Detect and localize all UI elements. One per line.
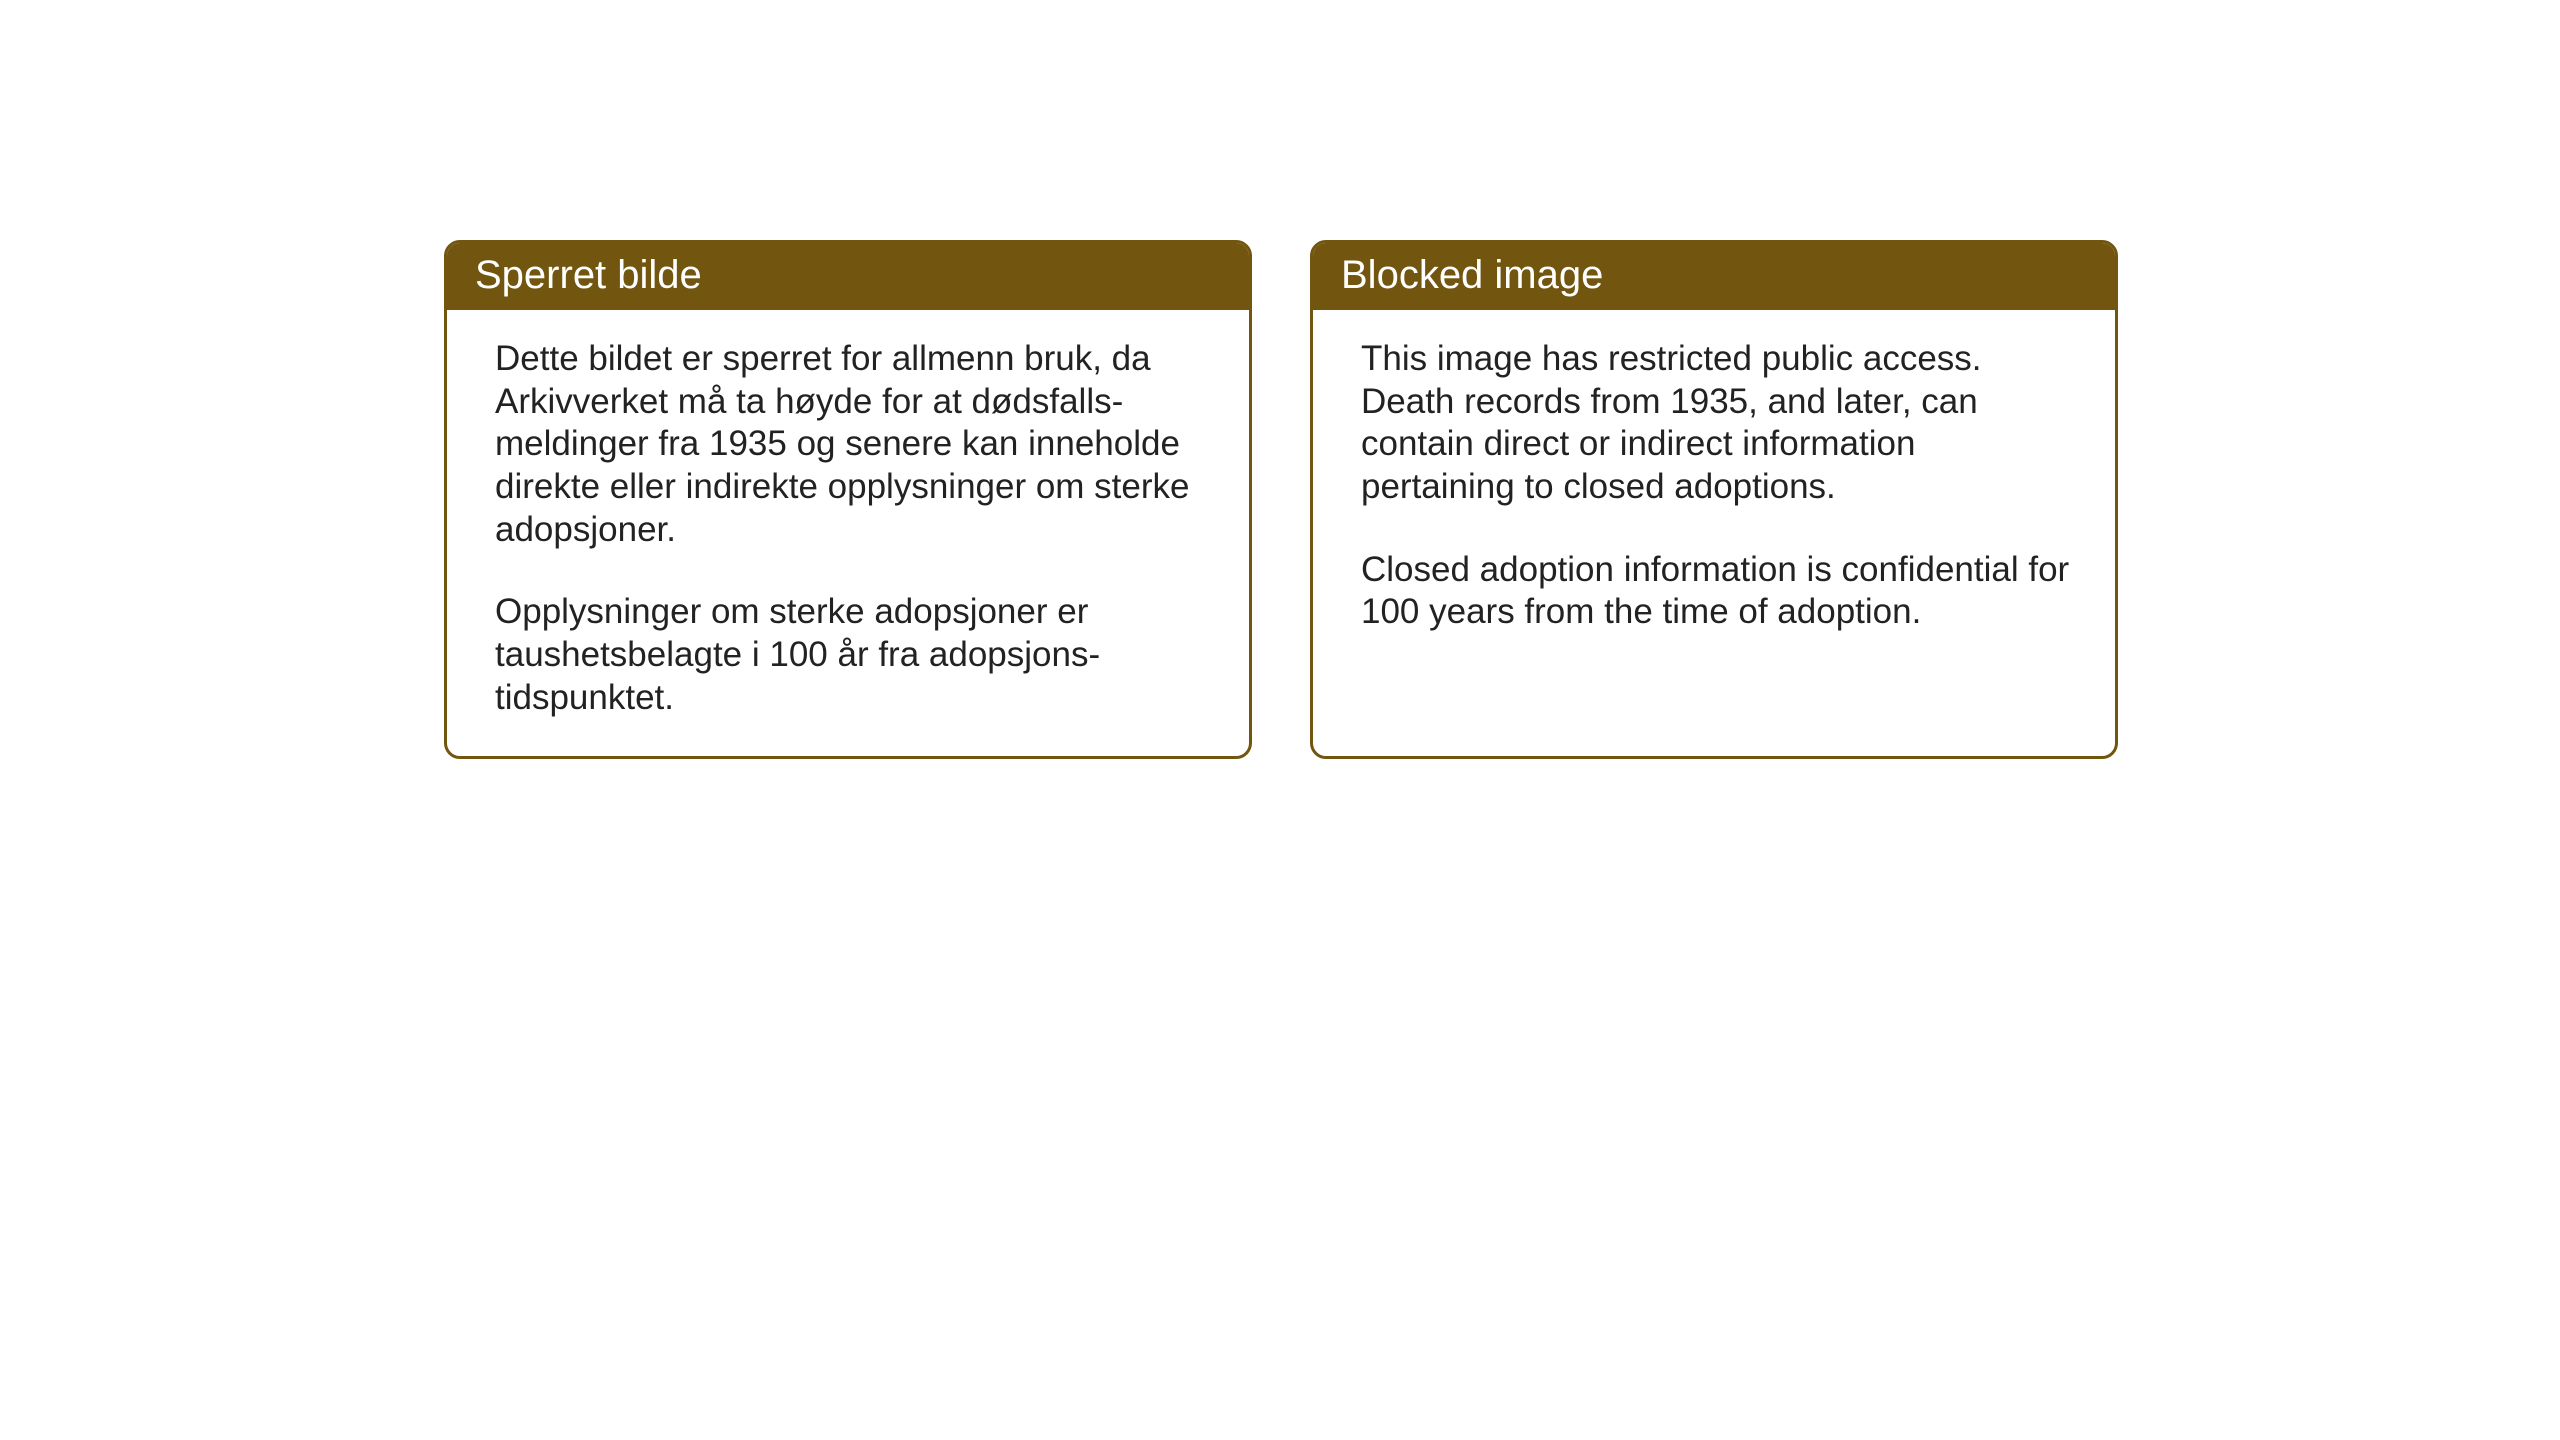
- notice-container: Sperret bilde Dette bildet er sperret fo…: [444, 240, 2118, 759]
- notice-title-english: Blocked image: [1341, 253, 1603, 297]
- notice-paragraph-2-english: Closed adoption information is confident…: [1361, 549, 2073, 634]
- notice-header-norwegian: Sperret bilde: [447, 243, 1249, 310]
- notice-paragraph-1-english: This image has restricted public access.…: [1361, 338, 2073, 509]
- notice-body-norwegian: Dette bildet er sperret for allmenn bruk…: [447, 310, 1249, 756]
- notice-title-norwegian: Sperret bilde: [475, 253, 702, 297]
- notice-card-norwegian: Sperret bilde Dette bildet er sperret fo…: [444, 240, 1252, 759]
- notice-card-english: Blocked image This image has restricted …: [1310, 240, 2118, 759]
- notice-header-english: Blocked image: [1313, 243, 2115, 310]
- notice-body-english: This image has restricted public access.…: [1313, 310, 2115, 670]
- notice-paragraph-1-norwegian: Dette bildet er sperret for allmenn bruk…: [495, 338, 1207, 551]
- notice-paragraph-2-norwegian: Opplysninger om sterke adopsjoner er tau…: [495, 591, 1207, 719]
